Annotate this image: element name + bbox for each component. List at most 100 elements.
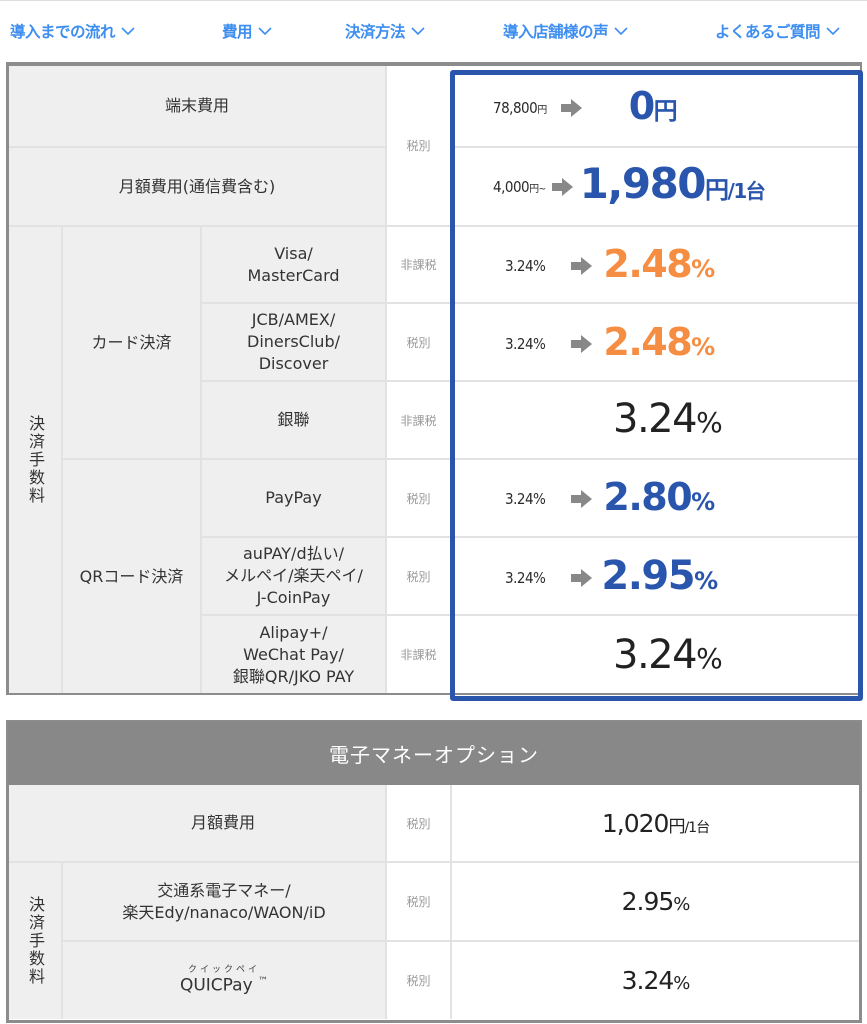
tax-text: 税別	[406, 139, 431, 153]
divider	[455, 146, 859, 148]
ruby-reading: クイックペイ	[187, 965, 260, 976]
title-text: 電子マネーオプション	[329, 743, 539, 767]
old-price: 78,800円	[493, 99, 547, 117]
label-text: カード決済	[91, 332, 172, 352]
arrow-right-icon	[560, 99, 583, 117]
tax-note: 非課税	[387, 616, 450, 693]
emoney-table-title: 電子マネーオプション	[8, 722, 860, 785]
group-label-fees: 決済手数料	[9, 863, 61, 1019]
new-rate: 2.95%	[601, 552, 718, 599]
tax-note: 非課税	[387, 382, 450, 458]
value-visa-master: 3.24% 2.48%	[505, 241, 715, 286]
nav-item-label: 費用	[222, 23, 253, 41]
new-rate: 2.80%	[603, 474, 715, 519]
label-line: Visa/	[274, 243, 313, 263]
category-card: カード決済	[63, 227, 200, 458]
row-label-monthly-fee: 月額費用	[9, 785, 385, 861]
nav-item-label: 導入店舗様の声	[503, 23, 609, 41]
value-aupay-group: 3.24% 2.95%	[505, 552, 718, 599]
label-line: 銀聯	[277, 410, 310, 429]
tax-note: 税別	[387, 304, 450, 380]
divider	[61, 940, 859, 942]
tax-note: 税別	[387, 785, 450, 861]
divider	[455, 302, 859, 304]
nav-item-testimonials[interactable]: 導入店舗様の声	[503, 18, 629, 44]
label-line: 銀聯QR/JKO PAY	[232, 666, 355, 686]
tax-note: 税別	[387, 942, 450, 1019]
label-line: Discover	[258, 354, 329, 373]
rate: 2.95%	[621, 887, 691, 916]
rate: 3.24%	[621, 966, 691, 995]
tax-note: 税別	[387, 538, 450, 614]
value-alipay-group: 3.24%	[613, 632, 723, 678]
brand-unionpay: 銀聯	[202, 382, 385, 458]
tax-text: 非課税	[400, 648, 437, 662]
nav-item-flow[interactable]: 導入までの流れ	[10, 18, 136, 44]
tax-note: 税別	[387, 863, 450, 940]
divider	[385, 66, 387, 693]
rate: 3.24%	[613, 396, 723, 442]
brand-alipay-group: Alipay+/ WeChat Pay/ 銀聯QR/JKO PAY	[202, 616, 385, 693]
tax-text: 税別	[406, 335, 431, 350]
divider	[9, 225, 859, 227]
arrow-right-icon	[571, 257, 593, 275]
label-line: PayPay	[265, 488, 322, 507]
row-label-terminal-fee: 端末費用	[9, 66, 385, 146]
old-rate: 3.24%	[505, 569, 546, 587]
tax-text: 税別	[406, 816, 431, 831]
divider	[200, 227, 202, 693]
chevron-down-icon	[410, 25, 426, 37]
label-line: 楽天Edy/nanaco/WAON/iD	[122, 902, 326, 922]
category-qr: QRコード決済	[63, 460, 200, 693]
brand-paypay: PayPay	[202, 460, 385, 536]
label-text: 決済手数料	[26, 896, 45, 986]
tax-text: 税別	[406, 569, 431, 584]
divider	[450, 785, 452, 1019]
new-rate: 2.48%	[603, 241, 715, 286]
divider	[9, 146, 385, 148]
chevron-down-icon	[257, 25, 273, 37]
arrow-right-icon	[551, 178, 574, 196]
rate: 3.24%	[613, 632, 723, 678]
brand-transport-emoney: 交通系電子マネー/ 楽天Edy/nanaco/WAON/iD	[63, 863, 385, 940]
nav-item-cost[interactable]: 費用	[222, 18, 273, 44]
label-text: QRコード決済	[79, 566, 184, 586]
value-jcb-amex: 3.24% 2.48%	[505, 322, 715, 364]
row-label-monthly-fee: 月額費用(通信費含む)	[9, 148, 385, 225]
label-line: auPAY/d払い/	[243, 544, 344, 563]
label-line: MasterCard	[247, 265, 340, 285]
old-rate: 3.24%	[505, 490, 546, 508]
arrow-right-icon	[571, 569, 593, 587]
brand-quicpay: クイックペイ QUICPay ™	[63, 942, 385, 1019]
label-line: Alipay+/	[259, 622, 328, 642]
tax-text: 非課税	[400, 258, 437, 272]
top-nav: 導入までの流れ 費用 決済方法 導入店舗様の声 よくあるご質問	[0, 0, 867, 60]
brand-jcb-amex: JCB/AMEX/ DinersClub/ Discover	[202, 304, 385, 380]
chevron-down-icon	[825, 25, 841, 37]
values-column	[452, 66, 860, 693]
divider	[455, 536, 859, 538]
label-line: メルペイ/楽天ペイ/	[224, 566, 363, 585]
divider	[455, 225, 859, 227]
old-rate: 3.24%	[505, 335, 546, 353]
divider	[9, 861, 859, 863]
new-price: 1,980円/1台	[579, 158, 766, 208]
tax-text: 税別	[406, 491, 431, 506]
label-text: 月額費用	[190, 813, 255, 832]
tax-text: 税別	[406, 974, 431, 988]
value-paypay: 3.24% 2.80%	[505, 474, 715, 519]
value-transport-emoney: 2.95%	[452, 863, 859, 940]
nav-item-label: 導入までの流れ	[10, 23, 116, 41]
nav-item-label: 決済方法	[345, 23, 406, 41]
tax-note: 非課税	[387, 227, 450, 302]
nav-item-payment-methods[interactable]: 決済方法	[345, 18, 426, 44]
arrow-right-icon	[571, 335, 593, 353]
brand-aupay-group: auPAY/d払い/ メルペイ/楽天ペイ/ J-CoinPay	[202, 538, 385, 614]
nav-item-faq[interactable]: よくあるご質問	[715, 18, 841, 44]
divider	[61, 863, 63, 1019]
group-label-fees: 決済手数料	[9, 227, 61, 693]
label-text: 月額費用(通信費含む)	[118, 176, 276, 196]
tax-note: 税別	[387, 66, 450, 225]
divider	[455, 380, 859, 382]
label-line: 交通系電子マネー/	[157, 880, 291, 900]
